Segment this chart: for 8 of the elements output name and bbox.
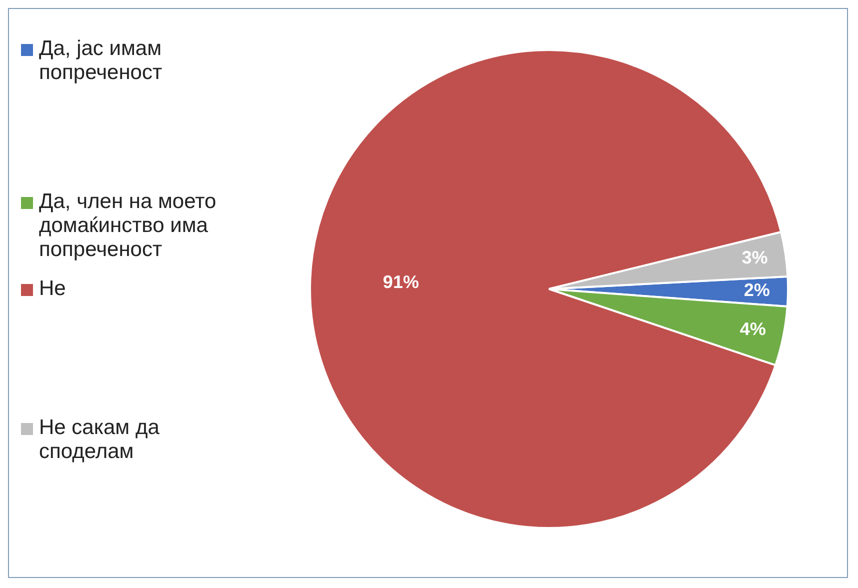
legend-label: Да, јас имам попреченост	[39, 37, 164, 85]
data-label: 2%	[744, 280, 770, 300]
legend-label: Не сакам да споделам	[39, 416, 160, 464]
data-label: 3%	[742, 248, 768, 268]
data-label: 91%	[382, 272, 419, 292]
data-label: 4%	[740, 319, 766, 340]
legend-label: Не	[39, 277, 66, 301]
legend-label: Да, член на моето домаќинство има попреченост	[39, 190, 218, 262]
